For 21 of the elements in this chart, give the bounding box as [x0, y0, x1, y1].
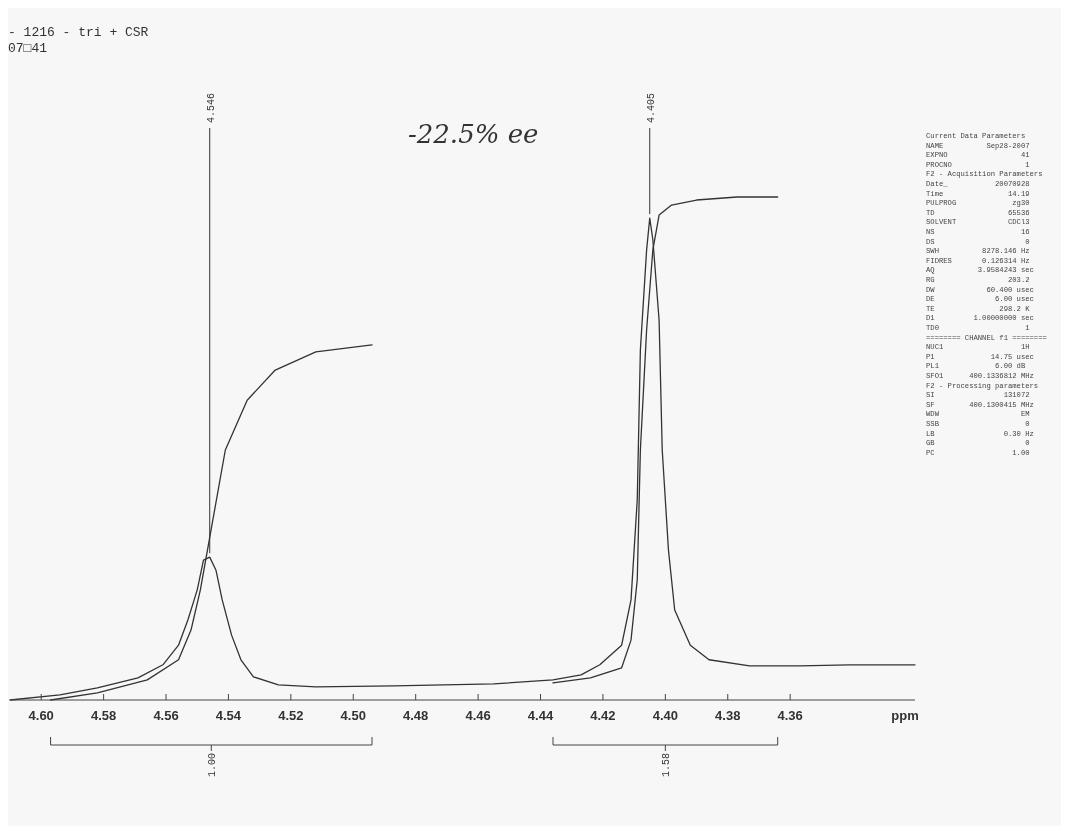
x-tick-label: 4.46: [465, 708, 491, 723]
annotation: 4.546: [205, 92, 217, 123]
text: 1.58: [661, 753, 673, 778]
x-tick-label: 4.60: [28, 708, 54, 723]
x-tick-label: 4.38: [715, 708, 741, 723]
x-tick-label: 4.44: [527, 708, 554, 723]
x-tick-label: 4.52: [278, 708, 304, 723]
x-axis-title: ppm: [891, 708, 919, 723]
annotation: 4.405: [645, 92, 657, 123]
text: 1.00: [207, 753, 219, 778]
x-tick-label: 4.50: [340, 708, 366, 723]
text: -22.5% ee: [408, 119, 539, 149]
x-tick-label: 4.40: [652, 708, 678, 723]
x-tick-label: 4.48: [403, 708, 429, 723]
x-tick-label: 4.42: [590, 708, 616, 723]
chart-subtitle: 07□41: [8, 41, 48, 56]
x-tick-label: 4.54: [215, 708, 242, 723]
x-tick-label: 4.56: [153, 708, 179, 723]
x-tick-label: 4.36: [777, 708, 803, 723]
chart-title: - 1216 - tri + CSR: [8, 25, 149, 40]
x-tick-label: 4.58: [90, 708, 117, 723]
